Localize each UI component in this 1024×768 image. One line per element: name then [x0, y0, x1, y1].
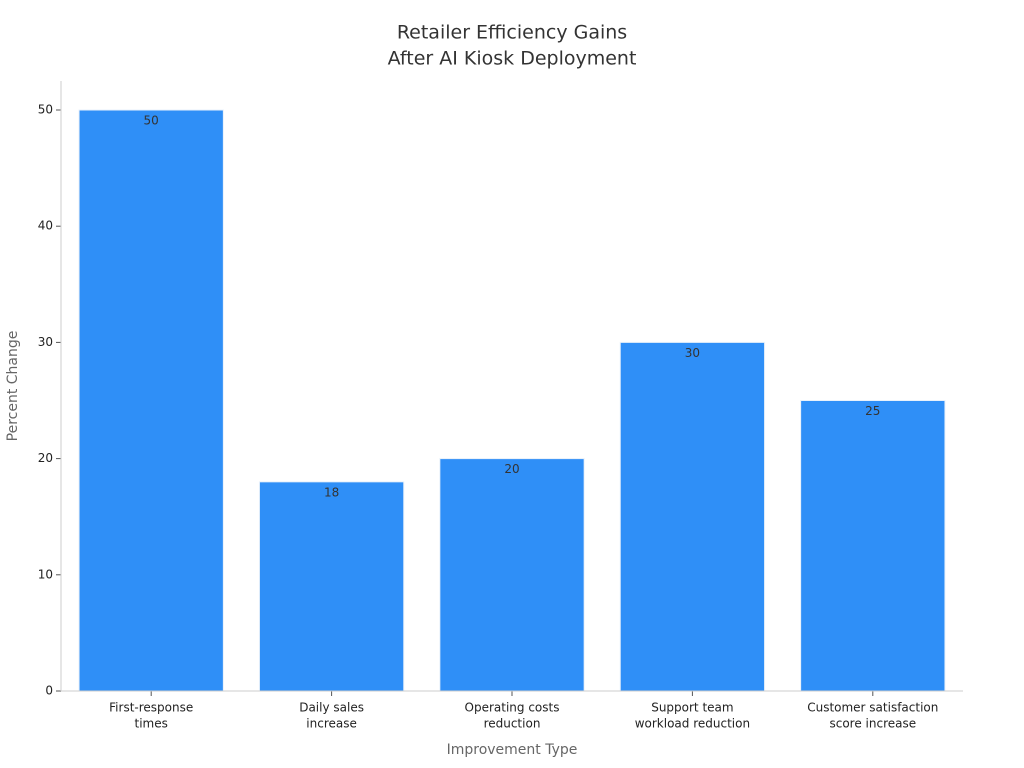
y-tick-label: 10 — [38, 567, 53, 581]
x-tick-label: Operating costs — [465, 701, 560, 715]
y-tick-label: 40 — [38, 219, 53, 233]
y-tick-label: 20 — [38, 451, 53, 465]
x-tick-label: Customer satisfaction — [807, 701, 938, 715]
x-tick-label: First-response — [109, 701, 193, 715]
x-tick-label: reduction — [484, 717, 541, 731]
x-axis-label: Improvement Type — [447, 742, 578, 758]
y-tick-label: 30 — [38, 335, 53, 349]
value-label: 50 — [144, 114, 159, 128]
x-tick-label: score increase — [829, 717, 916, 731]
chart-title: Retailer Efficiency Gains — [397, 22, 627, 44]
x-tick-label: increase — [306, 717, 357, 731]
value-label: 30 — [685, 346, 700, 360]
y-tick-label: 0 — [45, 684, 53, 698]
y-axis-label: Percent Change — [5, 331, 21, 442]
bar — [258, 481, 405, 692]
bar — [78, 109, 224, 692]
x-tick-label: Support team — [651, 701, 733, 715]
chart-title: After AI Kiosk Deployment — [388, 48, 637, 70]
x-tick-label: Daily sales — [299, 701, 364, 715]
bar — [619, 341, 766, 692]
bar — [800, 400, 946, 692]
x-tick-label: times — [135, 717, 168, 731]
value-label: 18 — [324, 485, 339, 499]
bar — [439, 458, 585, 692]
value-label: 20 — [504, 462, 519, 476]
x-tick-label: workload reduction — [635, 717, 750, 731]
y-tick-label: 50 — [38, 103, 53, 117]
value-label: 25 — [865, 404, 880, 418]
